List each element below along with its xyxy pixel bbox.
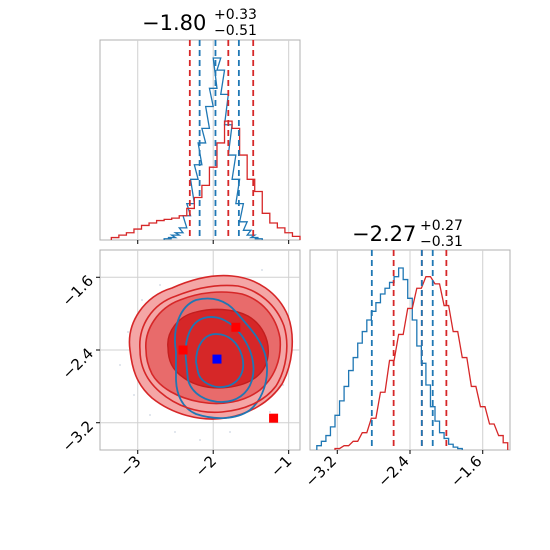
bottom-left-contours (119, 269, 294, 441)
bottom-left-ytick-label-0: −1.6 (59, 272, 97, 310)
bottom-left-ytick-label-1: −2.4 (59, 344, 97, 382)
bottom-right-xtick-label-1: −2.4 (374, 452, 412, 490)
bottom-left-markers (178, 322, 279, 423)
top-left-quantile-lines (188, 40, 255, 240)
top-left-histogram-panel: −1.80 +0.33 −0.51 (99, 7, 301, 244)
bottom-right-hist-red-series (334, 276, 509, 450)
bottom-left-contour-panel: −3 −2 −1 −1.6 −2.4 −3.2 (59, 249, 301, 480)
bottom-left-xtick-label-1: −2 (192, 452, 220, 480)
bottom-left-x-ticks: −3 −2 −1 (116, 450, 296, 480)
bottom-right-xtick-label-0: −3.2 (302, 452, 340, 490)
bottom-right-x-ticks: −3.2 −2.4 −1.6 (302, 450, 486, 491)
top-left-title-plus: +0.33 (214, 7, 257, 23)
top-left-grid (137, 40, 290, 240)
top-left-hist-red-series (110, 120, 301, 240)
bottom-right-title-minus: −0.31 (420, 234, 463, 250)
bottom-right-title-plus: +0.27 (420, 218, 463, 234)
blue-contour-inner (195, 333, 245, 388)
bottom-left-marker-2 (269, 413, 279, 423)
scatter-dots (119, 269, 284, 441)
bottom-left-marker-3 (212, 354, 222, 364)
top-left-series (110, 57, 301, 240)
bottom-right-histogram-panel: −3.2 −2.4 −1.6 −2.27 +0.27 −0.31 (302, 218, 511, 491)
red-contour-outer-line (139, 284, 288, 414)
bottom-left-ytick-label-2: −3.2 (59, 417, 97, 455)
bottom-right-series (316, 267, 509, 450)
bottom-right-xtick-label-2: −1.6 (447, 452, 485, 490)
bottom-right-grid (336, 250, 484, 450)
top-left-x-ticks (137, 240, 290, 244)
bottom-right-title-value: −2.27 (352, 222, 416, 246)
top-left-title-minus: −0.51 (214, 23, 257, 39)
bottom-left-xtick-label-0: −3 (116, 452, 144, 480)
bottom-right-quantile-lines (370, 250, 448, 450)
bottom-left-marker-1 (231, 322, 241, 332)
bottom-left-xtick-label-2: −1 (267, 452, 295, 480)
bottom-left-marker-0 (178, 345, 188, 355)
top-left-title-value: −1.80 (142, 11, 206, 35)
bottom-right-hist-blue-series (316, 267, 463, 450)
top-left-hist-blue-series (163, 57, 263, 240)
bottom-left-y-ticks: −1.6 −2.4 −3.2 (59, 272, 100, 456)
blue-contour-outer (174, 297, 268, 419)
blue-contour-mid (184, 316, 255, 403)
